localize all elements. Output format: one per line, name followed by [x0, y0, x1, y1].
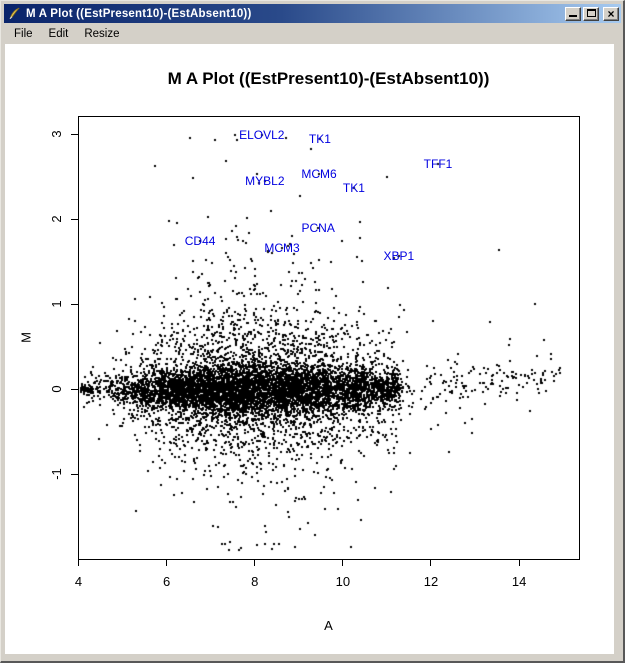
x-axis-tick	[342, 560, 344, 566]
maximize-icon	[586, 8, 596, 17]
y-axis-tick	[71, 473, 78, 475]
x-axis-title: A	[324, 618, 333, 633]
y-axis-title: M	[18, 332, 34, 343]
gene-label-mcm3: MCM3	[264, 240, 300, 255]
x-axis-tick-label: 12	[423, 574, 439, 589]
x-axis-tick	[78, 560, 79, 566]
gene-label-pcna: PCNA	[301, 221, 335, 236]
y-axis-tick	[71, 303, 78, 305]
y-axis-tick-label: 2	[49, 215, 64, 223]
gene-label-elovl2: ELOVL2	[239, 127, 285, 142]
menu-item-file[interactable]: File	[14, 27, 33, 40]
x-axis-tick-label: 14	[511, 574, 527, 589]
x-axis-tick	[430, 560, 432, 566]
close-button[interactable]: ×	[603, 6, 619, 21]
x-axis-tick-label: 4	[74, 574, 83, 589]
y-axis-tick-label: 0	[49, 385, 64, 393]
gene-label-tff1: TFF1	[423, 156, 453, 171]
gene-label-tk1: TK1	[308, 132, 331, 147]
menu-bar: File Edit Resize	[4, 23, 621, 44]
gene-label-tk1: TK1	[342, 181, 365, 196]
y-axis-tick-label: 3	[49, 130, 64, 138]
menu-item-resize[interactable]: Resize	[84, 27, 120, 40]
x-axis-tick	[166, 560, 168, 566]
quill-icon	[9, 7, 20, 20]
scatter-canvas	[79, 117, 579, 559]
maximize-button[interactable]	[583, 6, 599, 21]
plot-title: M A Plot ((EstPresent10)-(EstAbsent10))	[167, 69, 490, 88]
title-bar[interactable]: M A Plot ((EstPresent10)-(EstAbsent10)) …	[4, 4, 621, 23]
plot-box	[78, 116, 580, 560]
y-axis-tick	[71, 388, 78, 390]
window-title: M A Plot ((EstPresent10)-(EstAbsent10))	[26, 7, 252, 20]
menu-item-edit[interactable]: Edit	[48, 27, 69, 40]
x-axis-tick-label: 10	[335, 574, 351, 589]
window-controls: ×	[563, 6, 619, 21]
x-axis-tick	[518, 560, 520, 566]
y-axis-tick-label: 1	[49, 300, 64, 308]
x-axis-tick-label: 8	[251, 574, 259, 589]
gene-label-mybl2: MYBL2	[245, 173, 285, 188]
x-axis-tick-label: 6	[162, 574, 171, 589]
y-axis-tick-label: -1	[49, 468, 64, 480]
y-axis-tick	[71, 133, 78, 135]
gene-label-xbp1: XBP1	[383, 249, 415, 264]
x-axis-tick	[254, 560, 256, 566]
minimize-icon	[569, 14, 577, 17]
gene-label-cd44: CD44	[184, 234, 216, 249]
gene-label-mcm6: MCM6	[301, 166, 337, 181]
y-axis-tick	[71, 218, 78, 220]
minimize-button[interactable]	[565, 6, 581, 21]
close-icon: ×	[607, 6, 615, 21]
